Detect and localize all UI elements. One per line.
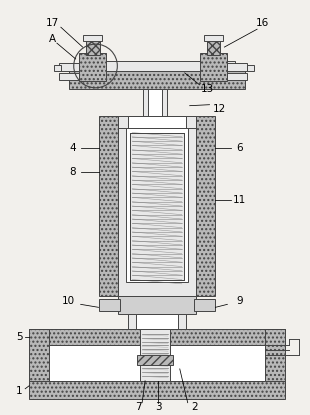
- Bar: [148, 89, 162, 117]
- Text: 4: 4: [69, 144, 76, 154]
- Text: 7: 7: [135, 402, 141, 412]
- Bar: [204, 35, 224, 41]
- Bar: [86, 39, 100, 55]
- Text: 11: 11: [232, 195, 246, 205]
- Bar: [49, 345, 265, 381]
- Bar: [118, 296, 196, 314]
- Bar: [118, 116, 196, 127]
- Bar: [136, 314, 178, 329]
- Bar: [126, 127, 188, 281]
- Text: 5: 5: [16, 332, 23, 342]
- Bar: [79, 53, 106, 81]
- Text: 16: 16: [255, 18, 269, 28]
- Bar: [130, 132, 184, 280]
- Bar: [128, 116, 186, 127]
- Bar: [196, 116, 215, 296]
- Bar: [99, 299, 120, 311]
- Bar: [69, 69, 245, 89]
- Bar: [247, 65, 254, 71]
- Text: 2: 2: [191, 402, 198, 412]
- Text: 8: 8: [69, 167, 76, 177]
- Bar: [265, 329, 285, 397]
- Bar: [83, 35, 103, 41]
- Text: A: A: [49, 34, 56, 44]
- Text: 6: 6: [236, 144, 242, 154]
- Bar: [29, 381, 285, 399]
- Text: 9: 9: [236, 296, 242, 306]
- Bar: [99, 116, 118, 296]
- Bar: [227, 63, 247, 71]
- Text: 10: 10: [62, 296, 75, 306]
- Bar: [79, 61, 235, 71]
- Bar: [227, 73, 247, 80]
- Bar: [130, 132, 184, 280]
- Text: 3: 3: [155, 402, 161, 412]
- Bar: [143, 89, 167, 117]
- Bar: [118, 127, 196, 296]
- Bar: [54, 65, 61, 71]
- Bar: [59, 63, 79, 71]
- Text: 12: 12: [213, 104, 226, 114]
- Bar: [206, 39, 220, 55]
- Bar: [137, 355, 173, 365]
- Text: 17: 17: [46, 18, 60, 28]
- Bar: [29, 329, 285, 345]
- Bar: [29, 329, 49, 397]
- Bar: [128, 314, 186, 329]
- Bar: [194, 299, 215, 311]
- Bar: [140, 329, 170, 381]
- Text: 13: 13: [201, 84, 214, 94]
- Bar: [200, 53, 227, 81]
- Text: 1: 1: [16, 386, 23, 396]
- Bar: [59, 73, 79, 80]
